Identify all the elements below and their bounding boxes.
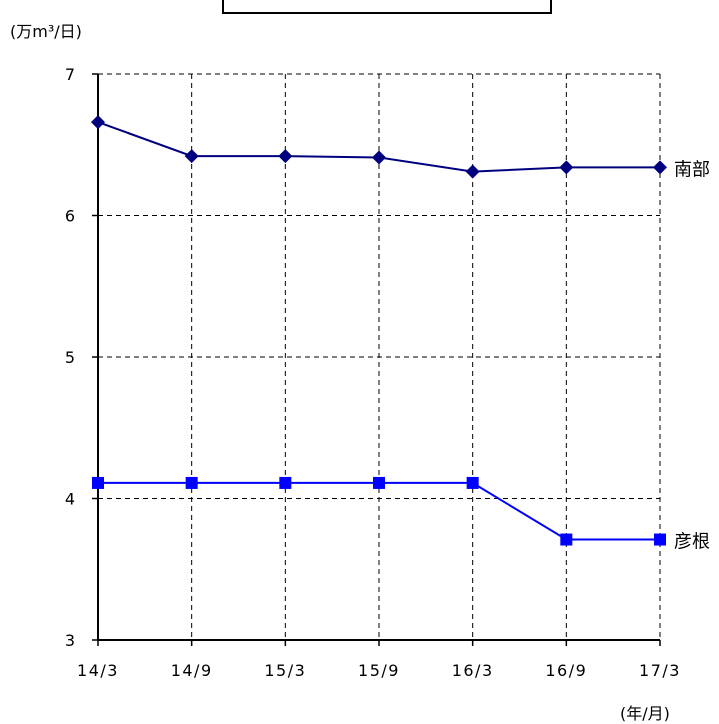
x-tick-label: 14/9 bbox=[171, 661, 213, 680]
y-axis-label-text: (万m³/日) bbox=[10, 22, 82, 41]
x-tick-label: 17/3 bbox=[639, 661, 681, 680]
data-point-square bbox=[279, 476, 292, 489]
y-tick-label: 6 bbox=[65, 207, 75, 226]
data-point-diamond bbox=[91, 115, 105, 130]
data-point-square bbox=[560, 533, 573, 546]
data-point-square bbox=[373, 476, 385, 489]
y-tick-label: 5 bbox=[65, 348, 75, 367]
data-point-diamond bbox=[184, 149, 199, 164]
y-tick-label: 3 bbox=[65, 631, 75, 650]
data-point-diamond bbox=[465, 164, 480, 179]
y-tick-label: 4 bbox=[65, 490, 75, 509]
x-axis-label: (年/月) bbox=[620, 704, 670, 723]
data-point-square bbox=[92, 476, 104, 489]
x-tick-label: 15/3 bbox=[264, 661, 306, 680]
series-layer bbox=[91, 115, 667, 546]
x-tick-label: 14/3 bbox=[77, 661, 119, 680]
series-label: 南部 bbox=[674, 159, 710, 180]
data-point-square bbox=[185, 476, 198, 489]
y-axis-label: (万m³/日) bbox=[10, 18, 82, 42]
y-tick-label: 7 bbox=[65, 65, 75, 84]
x-tick-label: 15/9 bbox=[358, 661, 400, 680]
x-tick-label: 16/9 bbox=[545, 661, 587, 680]
x-tick-label: 16/3 bbox=[452, 661, 494, 680]
chart-title-box bbox=[222, 0, 552, 14]
data-point-diamond bbox=[278, 149, 293, 164]
data-point-diamond bbox=[372, 150, 386, 165]
data-point-diamond bbox=[559, 160, 574, 175]
data-point-diamond bbox=[653, 160, 667, 175]
data-point-square bbox=[654, 533, 666, 546]
data-point-square bbox=[466, 476, 479, 489]
axes bbox=[92, 73, 661, 646]
series-label: 彦根 bbox=[674, 532, 710, 553]
